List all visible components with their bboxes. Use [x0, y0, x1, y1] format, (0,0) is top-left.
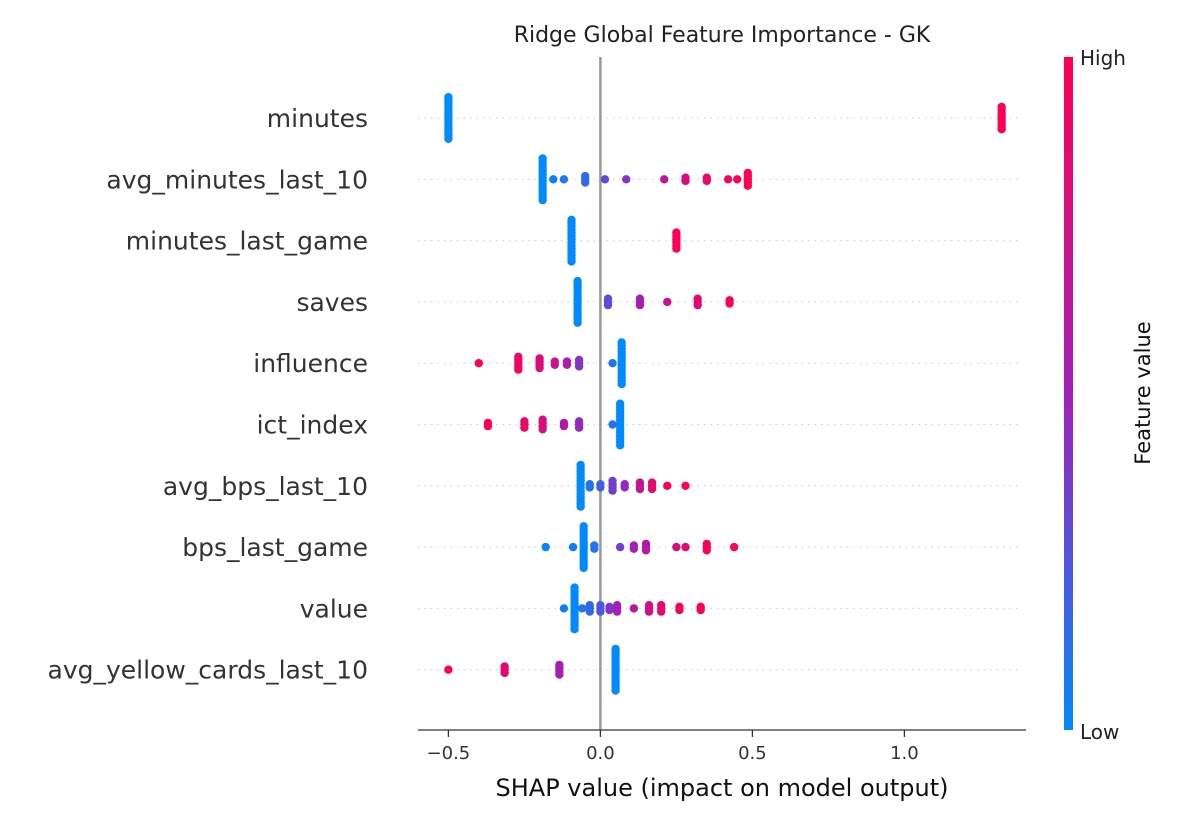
feature-label-avg_bps_last_10: avg_bps_last_10 — [163, 472, 368, 501]
point — [576, 502, 585, 511]
point — [635, 484, 645, 494]
x-axis-ticks: −0.5 0.0 0.5 1.0 — [427, 730, 919, 764]
point — [663, 481, 672, 490]
point — [743, 181, 753, 190]
point — [635, 300, 645, 310]
point — [605, 605, 614, 615]
point — [641, 546, 651, 555]
point — [672, 244, 681, 253]
colorbar-low-label: Low — [1080, 720, 1119, 744]
point — [729, 542, 739, 552]
x-tick-label: 0.5 — [738, 743, 767, 764]
point — [535, 363, 544, 373]
point — [590, 544, 599, 553]
point — [608, 359, 617, 368]
point — [615, 542, 625, 552]
point — [620, 483, 629, 492]
point — [538, 425, 547, 434]
feature-label-saves: saves — [296, 288, 368, 317]
point — [696, 605, 705, 615]
feature-label-ict_index: ict_index — [257, 411, 368, 440]
x-tick-label: −0.5 — [427, 743, 471, 764]
point — [600, 175, 610, 184]
point — [725, 299, 734, 308]
point — [585, 483, 594, 492]
point — [681, 542, 690, 552]
chart-title: Ridge Global Feature Importance - GK — [514, 23, 931, 48]
point — [681, 176, 690, 186]
point — [702, 176, 711, 186]
point — [660, 175, 669, 184]
point — [611, 686, 620, 695]
feature-label-value: value — [300, 594, 368, 623]
point — [672, 542, 681, 552]
point — [538, 195, 547, 205]
point — [608, 420, 617, 429]
point — [500, 668, 509, 678]
point — [617, 379, 626, 389]
point — [629, 604, 639, 613]
point — [570, 625, 579, 634]
point — [520, 423, 529, 432]
feature-label-minutes_last_game: minutes_last_game — [126, 227, 368, 256]
point — [596, 483, 605, 492]
point — [559, 421, 569, 431]
colorbar-title: Feature value — [1131, 321, 1155, 464]
point — [644, 607, 654, 616]
x-axis-label: SHAP value (impact on model output) — [496, 774, 949, 802]
point — [675, 605, 684, 615]
point — [444, 665, 453, 674]
point — [514, 365, 523, 374]
point — [562, 360, 572, 369]
point — [629, 544, 639, 553]
row-guides — [418, 117, 1022, 671]
point — [567, 257, 576, 266]
point — [693, 300, 702, 310]
point — [615, 441, 625, 450]
point — [550, 360, 559, 369]
point — [657, 607, 666, 616]
point — [608, 486, 617, 495]
colorbar-high-label: High — [1080, 46, 1126, 70]
feature-label-avg_minutes_last_10: avg_minutes_last_10 — [106, 165, 368, 194]
point — [541, 542, 550, 552]
point — [647, 484, 657, 494]
point — [559, 175, 569, 184]
point — [612, 607, 622, 616]
point — [444, 134, 453, 143]
point — [733, 175, 742, 184]
point — [581, 178, 590, 187]
point — [568, 542, 578, 552]
point — [585, 607, 594, 616]
colorbar — [1064, 57, 1073, 730]
feature-label-influence: influence — [253, 349, 368, 378]
x-tick-label: 1.0 — [890, 743, 919, 764]
point — [555, 670, 564, 679]
point — [681, 481, 690, 490]
point — [596, 607, 605, 616]
feature-labels: minutes avg_minutes_last_10 minutes_last_g… — [48, 104, 369, 685]
point — [603, 300, 613, 310]
point — [622, 175, 631, 184]
x-tick-label: 0.0 — [586, 743, 615, 764]
point — [559, 604, 569, 613]
feature-label-bps_last_game: bps_last_game — [182, 533, 368, 562]
point — [549, 175, 558, 184]
point — [723, 175, 733, 184]
point — [483, 421, 493, 431]
point — [573, 318, 582, 327]
point — [702, 546, 711, 555]
point — [663, 297, 672, 307]
point — [574, 423, 584, 432]
feature-label-minutes: minutes — [267, 104, 368, 133]
point — [474, 359, 483, 368]
point — [997, 125, 1006, 134]
feature-label-avg_yellow_cards_last_10: avg_yellow_cards_last_10 — [48, 656, 369, 685]
point — [579, 563, 588, 573]
point — [574, 362, 584, 371]
points-layer — [444, 93, 1006, 695]
point — [577, 604, 587, 613]
